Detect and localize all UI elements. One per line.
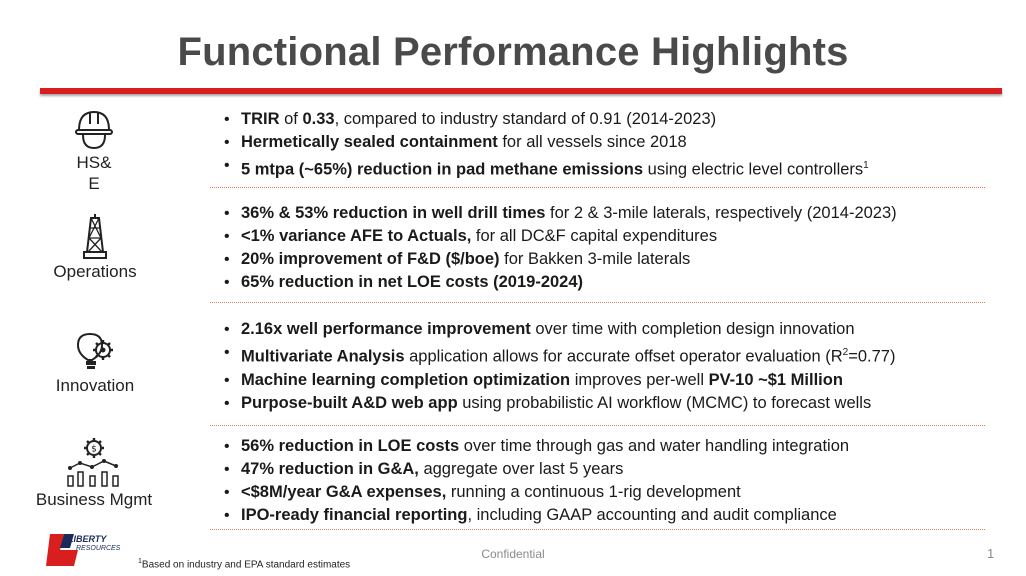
lightbulb-gear-icon (76, 332, 113, 369)
dollar-gear-chart-icon: $ (67, 438, 119, 487)
list-item: 5 mtpa (~65%) reduction in pad methane e… (219, 154, 901, 182)
list-item: TRIR of 0.33, compared to industry stand… (219, 108, 901, 131)
hse-bullets: TRIR of 0.33, compared to industry stand… (219, 108, 901, 182)
list-item: Machine learning completion optimization… (219, 369, 895, 392)
logo-subtitle: RESOURCES (76, 545, 121, 552)
list-item: Multivariate Analysis application allows… (219, 341, 895, 369)
category-business-mgmt: $ Business Mgmt (24, 436, 164, 510)
category-operations: Operations (40, 212, 150, 282)
category-label: Innovation (55, 376, 135, 395)
list-item: Purpose-built A&D web app using probabil… (219, 392, 895, 415)
list-item: 36% & 53% reduction in well drill times … (219, 202, 897, 225)
section-divider (210, 302, 985, 303)
category-label: HS& E (76, 153, 112, 193)
hard-hat-icon (75, 110, 113, 150)
company-logo (46, 534, 78, 566)
section-divider (210, 529, 985, 530)
list-item: <1% variance AFE to Actuals, for all DC&… (219, 225, 897, 248)
drilling-rig-icon (83, 214, 107, 259)
category-label: Business Mgmt (35, 490, 153, 509)
list-item: 20% improvement of F&D ($/boe) for Bakke… (219, 248, 897, 271)
list-item: <$8M/year G&A expenses, running a contin… (219, 481, 849, 504)
innovation-bullets: 2.16x well performance improvement over … (219, 318, 895, 415)
business-mgmt-bullets: 56% reduction in LOE costs over time thr… (219, 435, 849, 527)
category-innovation: Innovation (40, 330, 150, 396)
confidential-label: Confidential (481, 547, 545, 561)
category-label: Operations (53, 262, 137, 281)
list-item: 2.16x well performance improvement over … (219, 318, 895, 341)
list-item: 56% reduction in LOE costs over time thr… (219, 435, 849, 458)
logo-name: LIBERTY (68, 534, 107, 544)
section-divider (210, 187, 985, 188)
svg-text:$: $ (91, 445, 97, 455)
operations-bullets: 36% & 53% reduction in well drill times … (219, 202, 897, 294)
list-item: 47% reduction in G&A, aggregate over las… (219, 458, 849, 481)
title-underline (40, 88, 1002, 94)
list-item: IPO-ready financial reporting, including… (219, 504, 849, 527)
list-item: 65% reduction in net LOE costs (2019-202… (219, 271, 897, 294)
page-title: Functional Performance Highlights (177, 30, 849, 74)
list-item: Hermetically sealed containment for all … (219, 131, 901, 154)
footnote: 1Based on industry and EPA standard esti… (138, 558, 351, 571)
category-hse: HS& E (62, 104, 126, 194)
section-divider (210, 425, 985, 426)
page-number: 1 (987, 546, 995, 561)
